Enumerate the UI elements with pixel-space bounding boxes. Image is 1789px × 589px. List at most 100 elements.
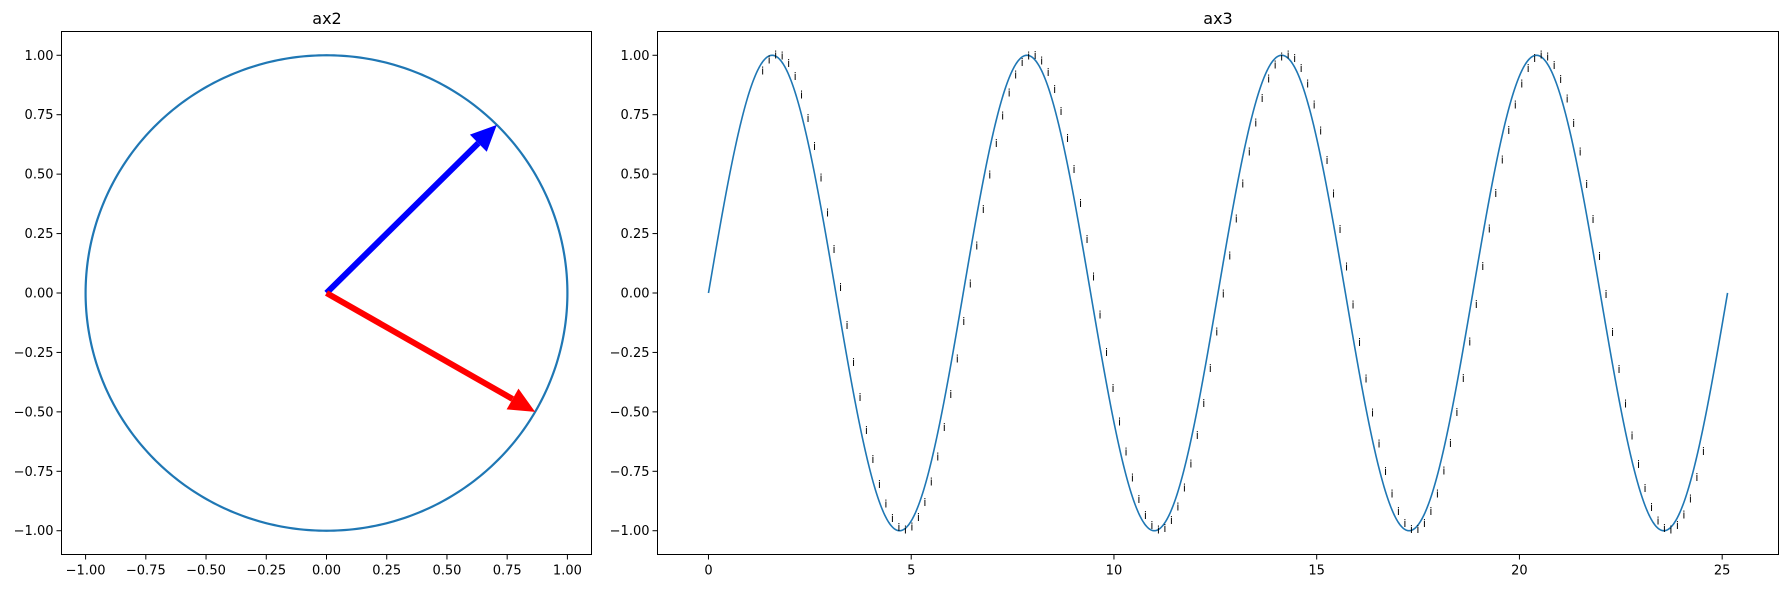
ax3-point-marker: i (1215, 325, 1218, 338)
ax3-point-marker: i (858, 391, 861, 404)
ax3-point-marker: i (1669, 524, 1672, 537)
ax3-point-marker: i (897, 521, 900, 534)
ax2-arrow (325, 290, 536, 412)
ax3-point-marker: i (1293, 52, 1296, 65)
ax3-y-tick-label: −0.25 (610, 346, 650, 361)
ax3-point-marker: i (1144, 509, 1147, 522)
ax3-point-marker: i (1520, 77, 1523, 90)
ax3-point-marker: i (1598, 250, 1601, 263)
ax3-point-marker: i (1501, 154, 1504, 167)
ax3-y-tick-label: 0.50 (621, 168, 650, 183)
ax3-point-marker: i (1423, 517, 1426, 530)
ax3-point-marker: i (820, 172, 823, 185)
ax3-point-marker: i (787, 57, 790, 70)
ax3-point-marker: i (845, 319, 848, 332)
ax3-point-marker: i (1111, 382, 1114, 395)
ax3-point-marker: i (1410, 523, 1413, 536)
ax3-point-marker: i (1241, 178, 1244, 191)
ax3-point-marker: i (1105, 346, 1108, 359)
ax3-point-marker: i (826, 206, 829, 219)
ax3-point-marker: i (1436, 487, 1439, 500)
ax3-point-marker: i (1319, 124, 1322, 137)
ax3-point-marker: i (1183, 482, 1186, 495)
ax3-point-marker: i (1527, 62, 1530, 75)
ax3-point-marker: i (1254, 117, 1257, 130)
ax3-point-marker: i (1280, 51, 1283, 64)
ax3-y-tick-label: 1.00 (621, 49, 650, 64)
ax3-y-tick-label: 0.00 (621, 287, 650, 302)
ax2-arrow-head (469, 124, 497, 152)
ax2-y-tick-label: −0.25 (14, 346, 54, 361)
ax3-point-marker: i (1384, 465, 1387, 478)
ax3-point-marker: i (1566, 92, 1569, 105)
ax3-point-marker: i (1287, 48, 1290, 61)
ax3-point-marker: i (1001, 109, 1004, 122)
ax3-point-marker: i (1163, 522, 1166, 535)
ax2-y-tick-label: 0.25 (25, 227, 54, 242)
ax2-y-tick-label: −0.75 (14, 465, 54, 480)
ax3-point-marker: i (832, 243, 835, 256)
ax3-point-marker: i (995, 137, 998, 150)
ax2-x-tick-label: 0.75 (493, 564, 522, 579)
ax3-point-marker: i (1137, 493, 1140, 506)
ax3-point-marker: i (1390, 488, 1393, 501)
ax3-point-marker: i (930, 476, 933, 489)
ax3-point-marker: i (1014, 68, 1017, 81)
ax3-point-marker: i (1176, 501, 1179, 514)
ax3-point-marker: i (1416, 523, 1419, 536)
ax3-point-marker: i (1157, 524, 1160, 537)
ax3-point-marker: i (1475, 298, 1478, 311)
ax3-point-marker: i (1267, 73, 1270, 86)
ax3-x-tick-label: 15 (1308, 564, 1325, 579)
ax2-x-tick-label: 1.00 (553, 564, 582, 579)
ax3-point-marker: i (1553, 59, 1556, 72)
ax3-point-marker: i (910, 520, 913, 533)
ax3-point-marker: i (1579, 146, 1582, 159)
ax3-point-marker: i (1468, 335, 1471, 348)
ax3-point-marker: i (1261, 92, 1264, 105)
ax3-point-marker: i (1066, 132, 1069, 145)
ax2-x-tick-label: −1.00 (66, 564, 106, 579)
ax3-point-marker: i (1092, 271, 1095, 284)
ax3-point-marker: i (1650, 501, 1653, 514)
ax3-point-marker: i (975, 240, 978, 253)
ax2-x-tick-label: 0.00 (312, 564, 341, 579)
ax3-point-marker: i (1481, 260, 1484, 273)
ax3-point-marker: i (1689, 493, 1692, 506)
ax3-point-marker: i (839, 281, 842, 294)
ax3-point-marker: i (1079, 197, 1082, 210)
ax3-x-tick-label: 25 (1714, 564, 1731, 579)
ax3-point-marker: i (1345, 260, 1348, 273)
ax3-point-marker: i (807, 112, 810, 125)
ax3-point-marker: i (1189, 458, 1192, 471)
ax2-title: ax2 (312, 9, 341, 28)
ax3-x-axis: 0 5 10 15 20 25 (704, 554, 1731, 579)
ax2-arrow-shaft (324, 141, 481, 296)
ax3-point-marker: i (768, 54, 771, 67)
ax3-point-marker: i (1131, 472, 1134, 485)
ax3-point-marker: i (923, 496, 926, 509)
ax3-point-marker: i (1611, 326, 1614, 339)
ax3-x-tick-label: 10 (1106, 564, 1123, 579)
ax3-point-marker: i (1637, 458, 1640, 471)
ax3-point-marker: i (1326, 154, 1329, 167)
ax3-point-marker: i (1170, 514, 1173, 527)
ax3-point-marker: i (1572, 117, 1575, 130)
ax3-point-marker: i (1559, 73, 1562, 86)
ax3-point-marker: i (1643, 482, 1646, 495)
ax3-point-marker: i (794, 70, 797, 83)
ax3-point-marker: i (1488, 222, 1491, 235)
ax3-point-marker: i (1248, 145, 1251, 158)
ax2-y-tick-label: 0.75 (25, 108, 54, 123)
ax2-y-tick-label: 0.00 (25, 287, 54, 302)
ax3-point-marker: i (1592, 213, 1595, 226)
ax3-point-marker: i (1027, 49, 1030, 62)
ax3-point-marker: i (761, 64, 764, 77)
ax3-point-marker: i (1118, 415, 1121, 428)
ax3-point-marker: i (852, 356, 855, 369)
ax3-point-marker: i (1274, 59, 1277, 72)
ax3-point-marker: i (891, 512, 894, 525)
ax2-x-tick-label: 0.50 (432, 564, 461, 579)
ax3-point-marker: i (1630, 430, 1633, 443)
